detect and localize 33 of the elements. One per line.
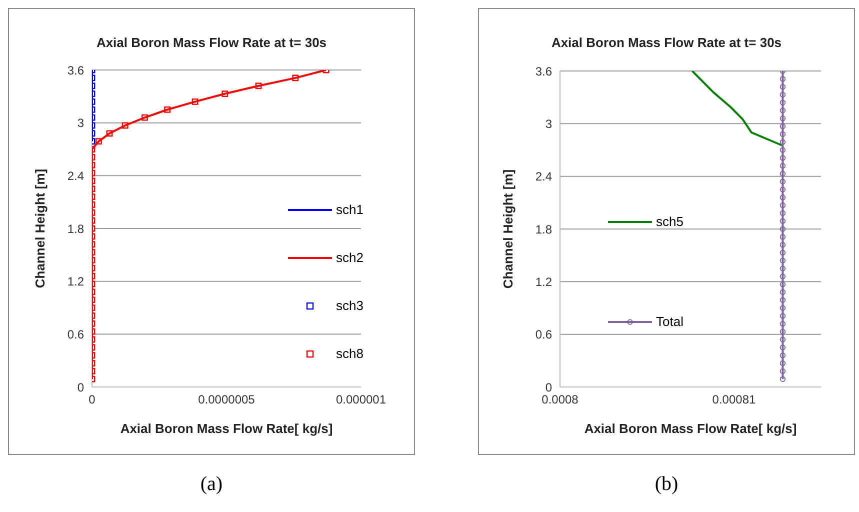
y-tick-label: 0.6 bbox=[67, 327, 84, 342]
y-tick-label: 3.6 bbox=[535, 64, 552, 78]
y-tick-label: 3.6 bbox=[67, 63, 84, 78]
y-tick-label: 3 bbox=[545, 116, 552, 131]
legend-label: sch1 bbox=[336, 202, 364, 217]
text: (b) bbox=[654, 473, 680, 496]
y-axis-title: Channel Height [m] bbox=[500, 169, 516, 289]
y-tick-label: 1.2 bbox=[535, 274, 552, 289]
x-tick-label: 0.0008 bbox=[542, 392, 579, 407]
x-tick-label: 0.0000005 bbox=[198, 392, 256, 407]
y-tick-label: 2.4 bbox=[67, 168, 84, 183]
y-tick-label: 1.8 bbox=[67, 222, 84, 236]
y-tick-label: 0 bbox=[545, 380, 552, 394]
y-tick-label: 3 bbox=[77, 116, 84, 130]
x-tick-label: 0 bbox=[88, 392, 96, 407]
y-tick-label: 0 bbox=[77, 380, 84, 394]
legend-label: sch3 bbox=[336, 298, 364, 313]
y-tick-label: 1.2 bbox=[67, 274, 84, 289]
y-tick-label: 2.4 bbox=[535, 170, 552, 184]
chart-title: Axial Boron Mass Flow Rate at t= 30s bbox=[550, 35, 783, 50]
x-axis-title: Axial Boron Mass Flow Rate[ kg/s] bbox=[120, 421, 333, 436]
chart-title: Axial Boron Mass Flow Rate at t= 30s bbox=[95, 35, 328, 50]
y-tick-label: 1.8 bbox=[535, 222, 552, 236]
y-axis-title: Channel Height [m] bbox=[32, 168, 48, 288]
legend-label: sch2 bbox=[336, 250, 364, 265]
text: (a) bbox=[199, 473, 224, 496]
y-tick-label: 0.6 bbox=[535, 328, 552, 342]
x-axis-title: Axial Boron Mass Flow Rate[ kg/s] bbox=[584, 421, 797, 436]
legend-label: Total bbox=[656, 314, 684, 329]
legend-label: sch8 bbox=[336, 346, 364, 361]
x-tick-label: 0.00081 bbox=[712, 392, 756, 407]
legend-label: sch5 bbox=[656, 214, 684, 229]
x-tick-label: 0.000001 bbox=[336, 392, 386, 407]
